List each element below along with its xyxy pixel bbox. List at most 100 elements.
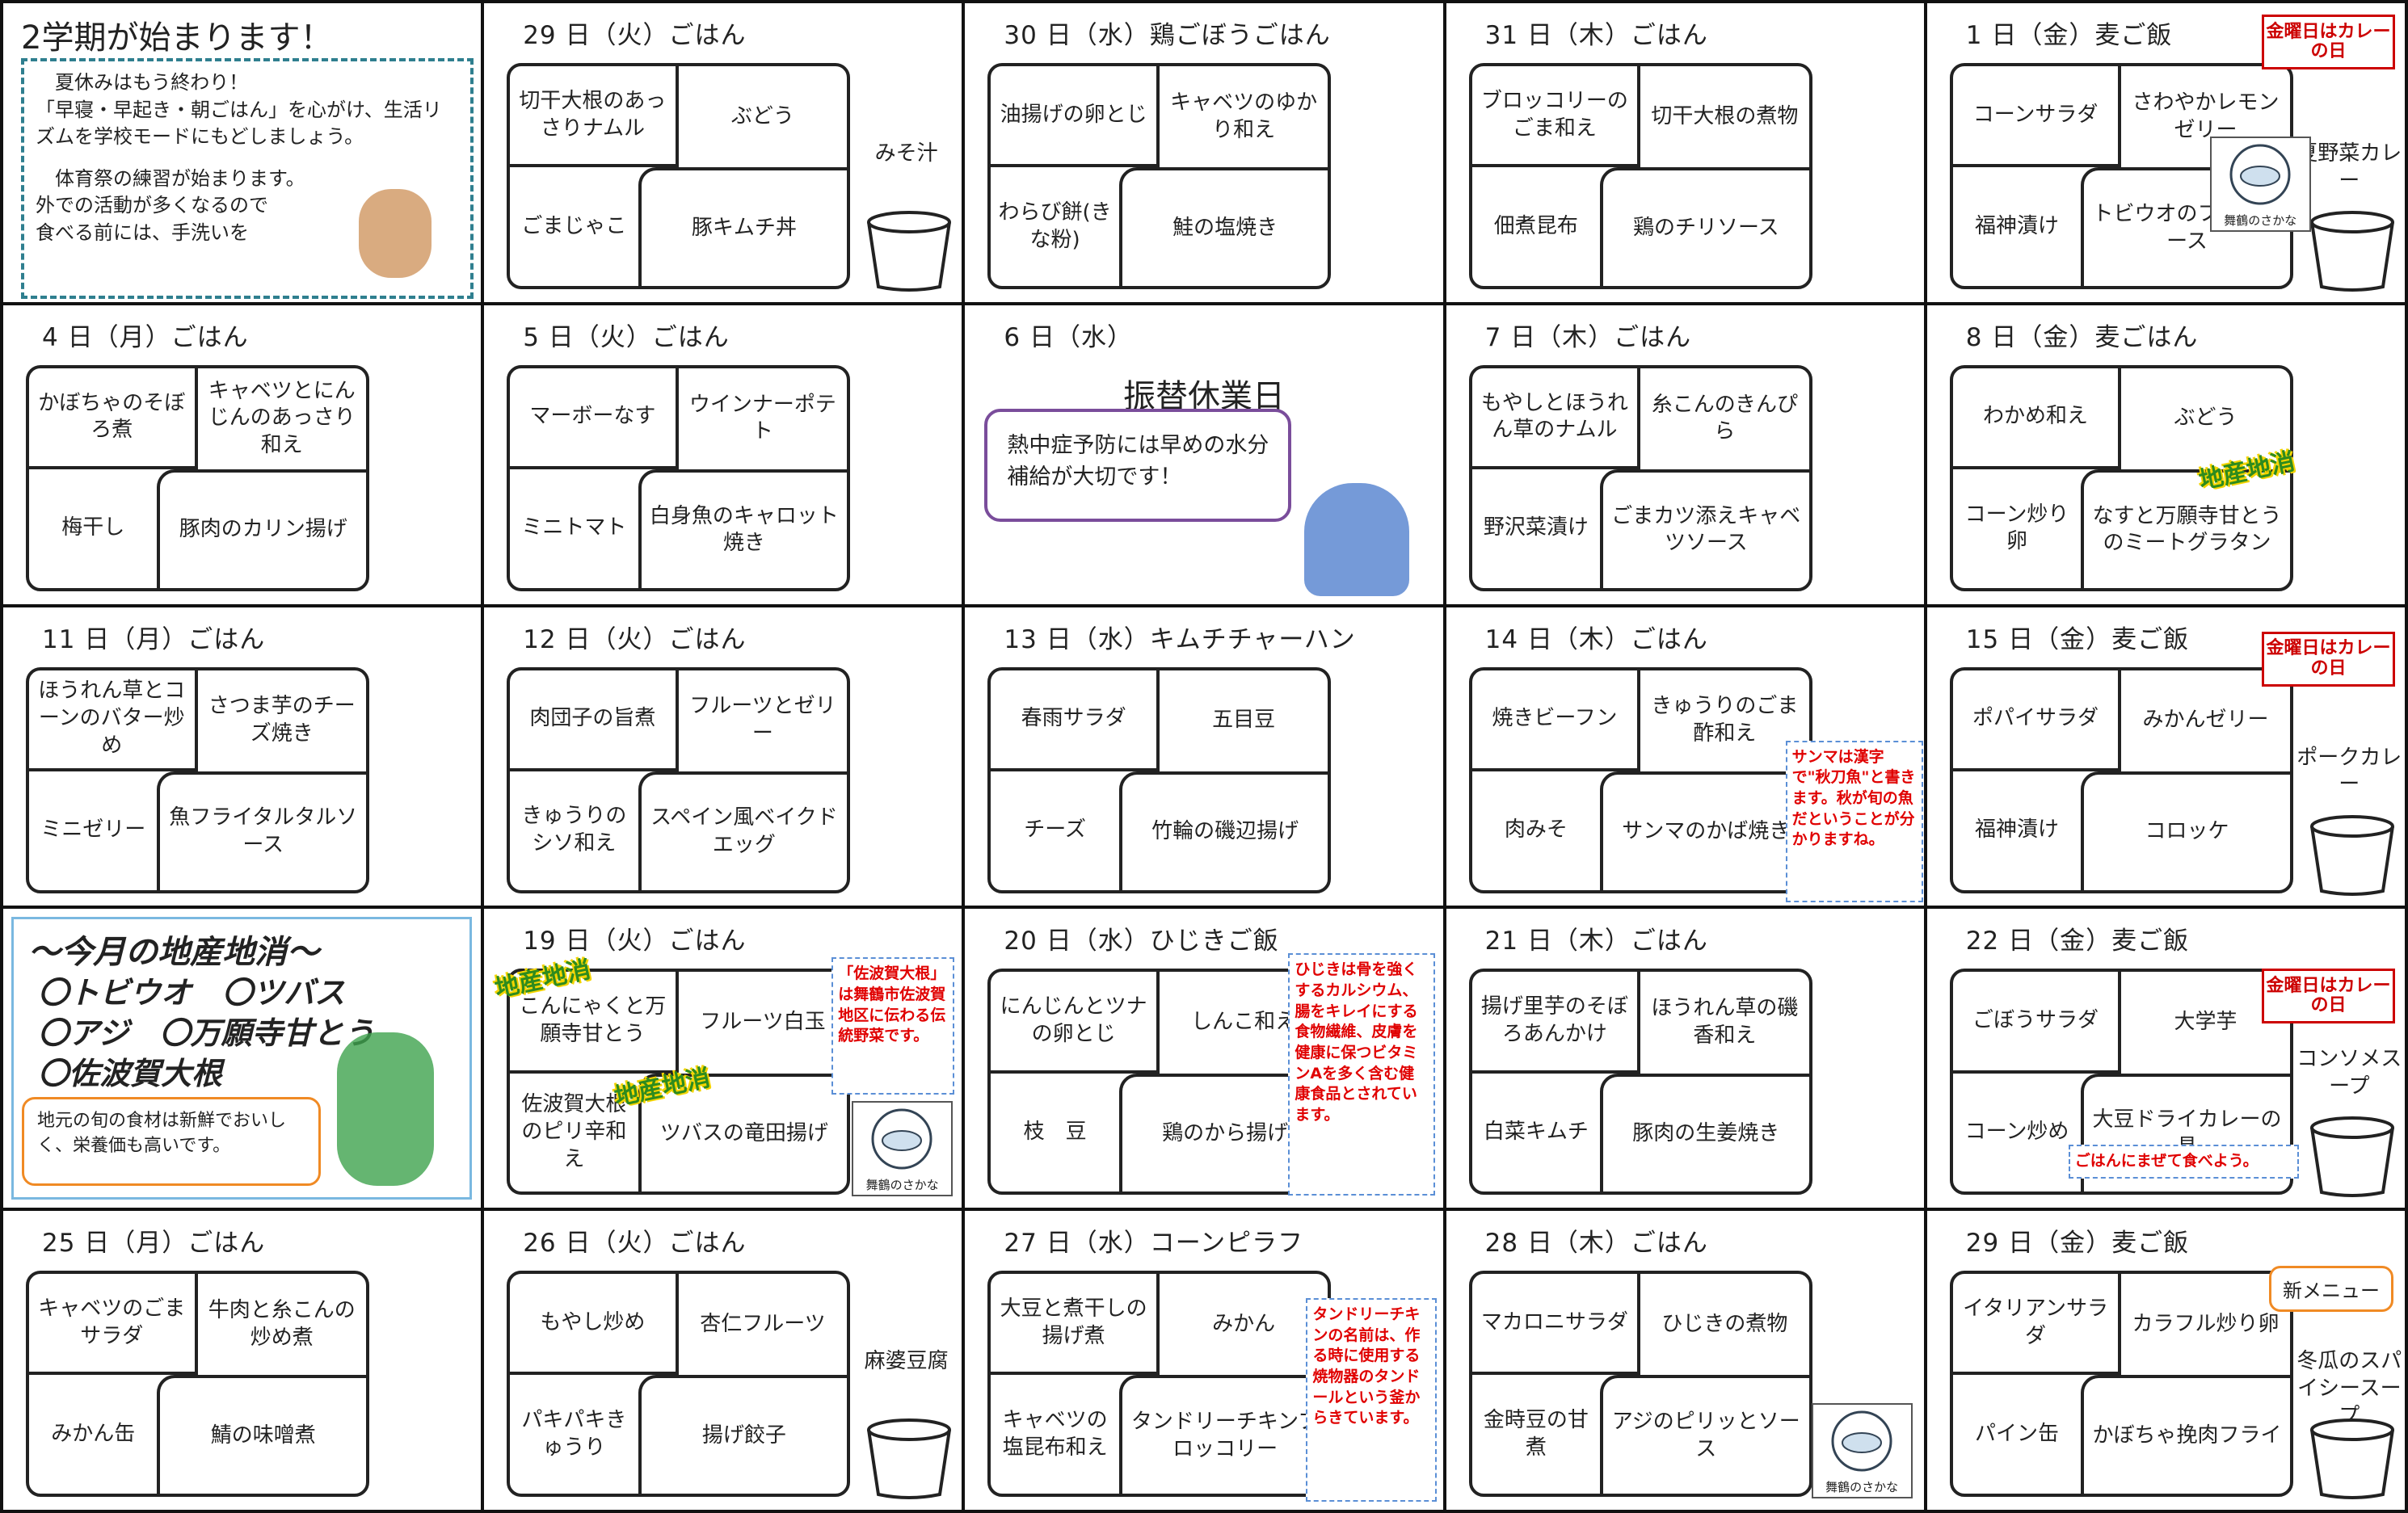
dish: 梅干し (61, 515, 125, 540)
day-cell: 28 日（木）ごはん マカロニサラダ ひじきの煮物 金時豆の甘煮 アジのピリッとソース舞… (1446, 1211, 1927, 1513)
day-header: 6 日（水） (1004, 322, 1133, 352)
day-cell: 20 日（水）ひじきご飯 にんじんとツナの卵とじ しんこ和え枝 豆 鶏のから揚げ ひじき… (965, 909, 1446, 1212)
dish: ほうれん草の磯香和え (1651, 996, 1799, 1048)
dish: 鶏のから揚げ (1118, 1073, 1328, 1192)
lunch-tray: 揚げ里芋のそぼろあんかけ ほうれん草の磯香和え 白菜キムチ 豚肉の生姜焼き (1468, 969, 1812, 1196)
day-header: 5 日（火）ごはん (523, 322, 730, 352)
dish: 杏仁フルーツ (700, 1311, 826, 1336)
lunch-tray: イタリアンサラダ カラフル炒り卵 パイン缶 かぼちゃ挽肉フライ (1949, 1271, 2293, 1498)
day-header: 15 日（金）麦ご飯 (1965, 624, 2190, 654)
cup (867, 1418, 952, 1500)
cup-wrap (2307, 209, 2397, 296)
fish-logo (2229, 144, 2291, 205)
dish: フルーツとゼリー (689, 694, 836, 746)
day-header: 14 日（木）ごはん (1484, 624, 1708, 654)
day-cell: 11 日（月）ごはん ほうれん草とコーンのバター炒め さつま芋のチーズ焼き ミニゼリー… (3, 607, 485, 910)
dish: 鶏のチリソース (1600, 167, 1809, 286)
day-header: 12 日（火）ごはん (523, 624, 747, 654)
dish: 金時豆の甘煮 (1483, 1407, 1589, 1460)
dish: 揚げ餃子 (638, 1375, 848, 1494)
dish: アジのピリッとソース (1600, 1375, 1809, 1494)
dish: 肉団子の旨煮 (510, 670, 679, 771)
dish: 鮭の塩焼き (1118, 167, 1328, 286)
day-header: 26 日（火）ごはん (523, 1229, 747, 1259)
lunch-tray: 春雨サラダ 五目豆 チーズ 竹輪の磯辺揚げ (987, 666, 1332, 893)
holiday-bubble: 熱中症予防には早めの水分補給が大切です！ (984, 408, 1292, 522)
dish: 福神漬け (1975, 817, 2060, 843)
dish: 油揚げの卵とじ (991, 66, 1160, 168)
day-cell: 7 日（木）ごはん もやしとほうれん草のナムル 糸こんのきんぴら 野沢菜漬け ごまカツ添… (1446, 305, 1927, 607)
dish: ごまカツ添えキャベツソース (1600, 469, 1809, 588)
cup (2309, 814, 2394, 896)
day-cell: 31 日（木）ごはん ブロッコリーのごま和え 切干大根の煮物 佃煮昆布 鶏のチリソース (1446, 3, 1927, 305)
info-note: 「佐波賀大根」は舞鶴市佐波賀地区に伝わる伝統野菜です。 (831, 957, 955, 1095)
dish: ほうれん草とコーンのバター炒め (29, 670, 198, 771)
fish-logo (871, 1108, 932, 1170)
dish: キャベツの塩昆布和え (1002, 1407, 1108, 1460)
dish: 福神漬け (1975, 213, 2060, 238)
day-cell: 26 日（火）ごはん もやし炒め 杏仁フルーツ パキパキきゅうり 揚げ餃子 麻婆豆腐 (484, 1211, 966, 1513)
day-cell: 29 日（金）麦ご飯 イタリアンサラダ カラフル炒り卵 パイン缶 かぼちゃ挽肉フライ 冬瓜… (1926, 1211, 2408, 1513)
dish: きゅうりのシソ和え (521, 804, 627, 856)
day-header: 1 日（金）麦ご飯 (1965, 21, 2173, 50)
day-header: 28 日（木）ごはん (1484, 1229, 1708, 1259)
logo-text: 舞鶴のさかな (1825, 1480, 1899, 1495)
dish: 焼きビーフン (1471, 670, 1641, 771)
day-cell: 8 日（金）麦ごはん わかめ和え ぶどう コーン炒り卵 なすと万願寺甘とうのミートグラタ… (1926, 305, 2408, 607)
day-header: 8 日（金）麦ごはん (1965, 322, 2199, 352)
dish: スペイン風ベイクドエッグ (638, 771, 848, 890)
side-dish: コンソメスープ (2296, 1047, 2402, 1099)
dish: きゅうりのごま酢和え (1651, 694, 1799, 746)
dish: ミニトマト (521, 515, 627, 540)
logo-text: 舞鶴のさかな (2224, 213, 2297, 228)
day-header: 22 日（金）麦ご飯 (1965, 927, 2190, 956)
intro-line: 「早寝・早起き・朝ごはん」を心がけ、生活リズムを学校モードにもどしましょう。 (36, 98, 442, 149)
dish: みかん (1212, 1311, 1276, 1336)
dish: なすと万願寺甘とうのミートグラタン (2081, 469, 2290, 588)
dish: ポパイサラダ (1952, 670, 2122, 771)
day-cell: 27 日（水）コーンピラフ 大豆と煮干しの揚げ煮 みかん キャベツの塩昆布和え タンドリ… (965, 1211, 1446, 1513)
day-header: 7 日（木）ごはん (1484, 322, 1692, 352)
cup (2309, 1116, 2394, 1198)
dish: 白菜キムチ (1483, 1120, 1589, 1145)
new-menu-tag: 新メニュー (2269, 1266, 2393, 1313)
dish: もやしとほうれん草のナムル (1471, 368, 1641, 469)
cup-wrap (864, 1417, 954, 1504)
curry-badge: 金曜日はカレーの日 (2262, 15, 2395, 69)
lunch-tray: キャベツのごまサラダ 牛肉と糸こんの炒め煮 みかん缶 鯖の味噌煮 (26, 1271, 369, 1498)
dish: 豚肉の生姜焼き (1600, 1073, 1809, 1192)
day-header: 30 日（水）鶏ごぼうごはん (1004, 21, 1331, 50)
info-note: タンドリーチキンの名前は、作る時に使用する焼物器のタンドールという釜からきていま… (1306, 1298, 1438, 1502)
day-cell: 29 日（火）ごはん 切干大根のあっさりナムル ぶどう ごまじゃこ 豚キムチ丼 みそ汁 (484, 3, 966, 305)
dish: ぶどう (2174, 406, 2238, 431)
day-cell: ～今月の地産地消～ 〇トビウオ 〇ツバス 〇アジ 〇万願寺甘とう 〇佐波賀大根 地元の旬… (3, 909, 485, 1212)
info-note: サンマは漢字で"秋刀魚"と書きます。秋が旬の魚だということが分かりますね。 (1785, 740, 1923, 902)
intro-box: 夏休みはもう終わり！ 「早寝・早起き・朝ごはん」を心がけ、生活リズムを学校モードに… (21, 58, 474, 299)
dish: 白身魚のキャロット焼き (638, 469, 848, 588)
day-cell: 2学期が始まります！ 夏休みはもう終わり！ 「早寝・早起き・朝ごはん」を心がけ、生活… (3, 3, 485, 305)
dish: ごぼうサラダ (1952, 972, 2122, 1074)
day-cell: 13 日（水）キムチチャーハン 春雨サラダ 五目豆 チーズ 竹輪の磯辺揚げ (965, 607, 1446, 910)
day-header: 27 日（水）コーンピラフ (1004, 1229, 1304, 1259)
lunch-tray: こんにゃくと万願寺甘とう フルーツ白玉 佐波賀大根のピリ辛和え ツバスの竜田揚げ (507, 969, 851, 1196)
side-dish: 麻婆豆腐 (864, 1349, 949, 1374)
intro-title: 2学期が始まります！ (21, 19, 333, 57)
day-header: 31 日（木）ごはん (1484, 21, 1708, 50)
dish: 魚フライタルタルソース (157, 771, 366, 890)
lunch-tray: にんじんとツナの卵とじ しんこ和え枝 豆 鶏のから揚げ (987, 969, 1332, 1196)
dish: パイン缶 (1975, 1421, 2060, 1446)
intro-line: 外での活動が多くなるので (36, 194, 268, 217)
mascot (337, 1032, 434, 1187)
dish: 鯖の味噌煮 (157, 1375, 366, 1494)
day-cell: 1 日（金）麦ご飯 コーンサラダ さわやかレモンゼリー 福神漬け トビウオのフライソース… (1926, 3, 2408, 305)
dish: ミニゼリー (40, 817, 146, 843)
dish: ぶどう (730, 103, 794, 128)
info-note: ひじきは骨を強くするカルシウム、腸をキレイにする食物繊維、皮膚を健康に保つビタミ… (1288, 953, 1436, 1196)
day-cell: 14 日（木）ごはん 焼きビーフン きゅうりのごま酢和え 肉みそ サンマのかば焼き サンマ… (1446, 607, 1927, 910)
dish: かぼちゃのそぼろ煮 (29, 368, 198, 469)
dish: マーボーなす (510, 368, 679, 469)
day-header: 25 日（月）ごはん (42, 1229, 266, 1259)
day-header: 21 日（木）ごはん (1484, 927, 1708, 956)
dish: 大学芋 (2174, 1010, 2238, 1035)
dish: かぼちゃ挽肉フライ (2081, 1375, 2290, 1494)
